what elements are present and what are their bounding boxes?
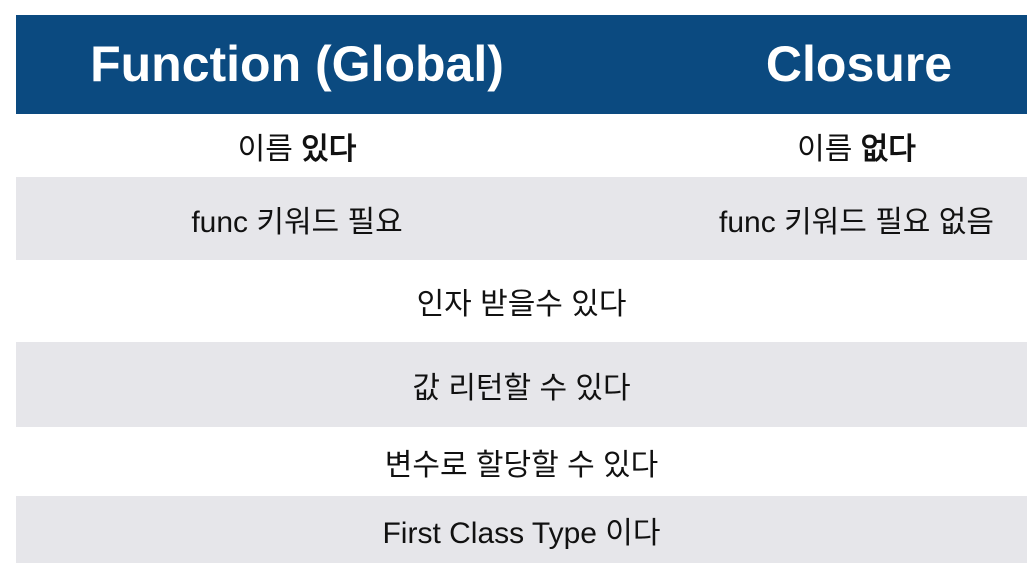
function-keyword-cell: func 키워드 필요 [16, 177, 578, 260]
closure-name-label: 이름 [797, 132, 861, 166]
first-class-cell: First Class Type 이다 [16, 496, 1027, 563]
closure-name-cell: 이름 없다 [686, 114, 1027, 177]
closure-keyword-cell: func 키워드 필요 없음 [686, 177, 1027, 260]
function-name-cell: 이름 있다 [16, 114, 578, 177]
comparison-table: Function (Global) Closure 이름 있다 이름 없다 fu… [16, 15, 1027, 563]
table-row-arguments: 인자 받을수 있다 [16, 260, 1027, 342]
header-closure: Closure [765, 36, 953, 92]
arguments-text: 인자 받을수 있다 [416, 288, 627, 321]
header-function-global: Function (Global) [90, 36, 504, 92]
table-header: Function (Global) Closure [16, 15, 1027, 114]
assign-text: 변수로 할당할 수 있다 [384, 448, 659, 482]
table-row-name: 이름 있다 이름 없다 [16, 114, 1027, 177]
closure-keyword-text: func 키워드 필요 없음 [719, 205, 994, 239]
arguments-cell: 인자 받을수 있다 [16, 260, 1027, 342]
first-class-text: First Class Type 이다 [382, 516, 661, 550]
return-text: 값 리턴할 수 있다 [412, 371, 631, 405]
function-keyword-text: func 키워드 필요 [191, 205, 403, 239]
assign-cell: 변수로 할당할 수 있다 [16, 427, 1027, 496]
function-name-label: 이름 [237, 132, 302, 166]
function-name-value: 있다 [301, 132, 357, 166]
closure-name-value: 없다 [860, 132, 916, 166]
table-row-first-class: First Class Type 이다 [16, 496, 1027, 563]
table-row-return: 값 리턴할 수 있다 [16, 342, 1027, 427]
table-row-assign: 변수로 할당할 수 있다 [16, 427, 1027, 496]
return-cell: 값 리턴할 수 있다 [16, 342, 1027, 427]
table-row-keyword: func 키워드 필요 func 키워드 필요 없음 [16, 177, 1027, 260]
